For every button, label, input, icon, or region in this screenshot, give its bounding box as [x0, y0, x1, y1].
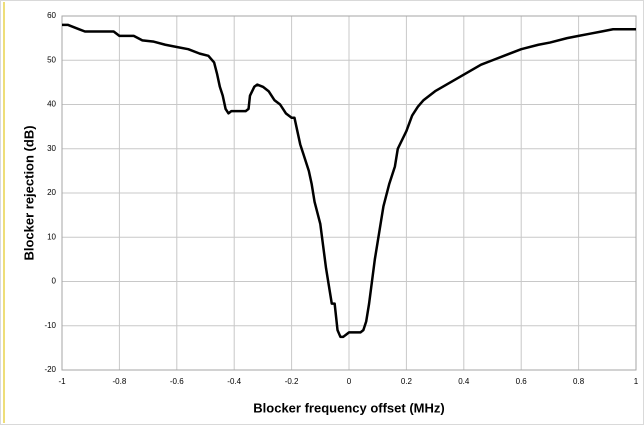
x-tick-label: -0.4	[227, 377, 241, 386]
data-line	[62, 23, 636, 339]
y-tick-label: -10	[44, 321, 56, 330]
x-axis-title: Blocker frequency offset (MHz)	[253, 400, 444, 415]
x-tick-label: 0	[347, 377, 352, 386]
y-tick-label: 50	[47, 55, 56, 64]
y-tick-label: 30	[47, 144, 56, 153]
y-tick-label: 40	[47, 100, 56, 109]
plot-border	[61, 15, 637, 371]
y-tick-label: 0	[52, 277, 57, 286]
x-tick-label: -0.8	[113, 377, 127, 386]
y-tick-label: 20	[47, 188, 56, 197]
x-tick-label: -0.6	[170, 377, 184, 386]
y-axis-title: Blocker rejection (dB)	[21, 125, 36, 260]
x-tick-label: 0.6	[516, 377, 528, 386]
y-tick-label: -20	[44, 365, 56, 374]
y-tick-label: 10	[47, 232, 56, 241]
y-tick-label: 60	[47, 11, 56, 20]
x-tick-label: 0.4	[458, 377, 470, 386]
x-tick-label: -1	[58, 377, 66, 386]
x-tick-label: 1	[634, 377, 639, 386]
x-tick-label: 0.8	[573, 377, 585, 386]
x-tick-label: -0.2	[285, 377, 299, 386]
x-tick-label: 0.2	[401, 377, 413, 386]
